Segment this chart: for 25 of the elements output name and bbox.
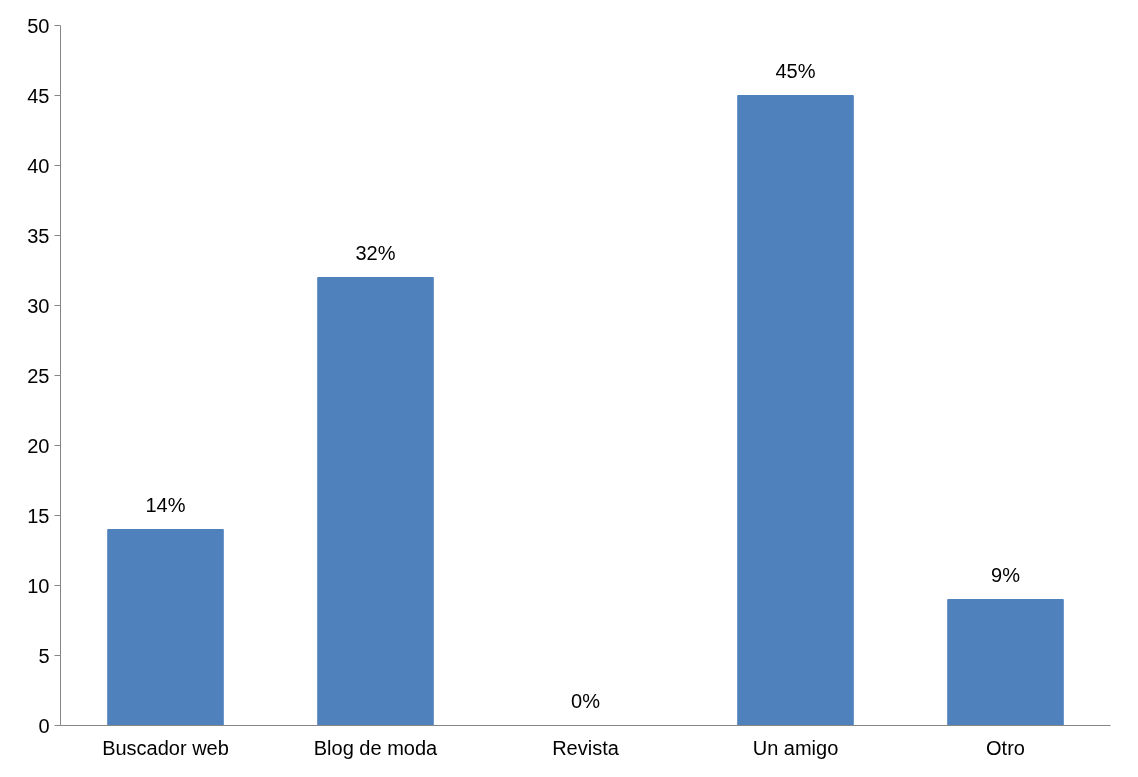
bar <box>737 95 854 726</box>
data-label: 9% <box>991 563 1021 586</box>
y-tick-label: 50 <box>27 14 50 37</box>
data-label: 14% <box>145 493 186 516</box>
y-tick-label: 25 <box>27 364 50 387</box>
y-tick-label: 10 <box>27 574 50 597</box>
data-label: 32% <box>355 241 396 264</box>
bar <box>317 277 434 726</box>
data-label: 45% <box>775 59 816 82</box>
y-tick-label: 0 <box>38 714 50 737</box>
y-tick-label: 45 <box>27 84 50 107</box>
y-tick-label: 20 <box>27 434 50 457</box>
x-tick-label: Blog de moda <box>313 736 439 759</box>
x-tick-label: Buscador web <box>102 736 229 759</box>
y-tick-label: 30 <box>27 294 50 317</box>
x-tick-label: Otro <box>986 736 1025 759</box>
x-tick-label: Un amigo <box>752 736 839 759</box>
y-tick-label: 15 <box>27 504 50 527</box>
y-tick-label: 35 <box>27 224 50 247</box>
x-tick-label: Revista <box>552 736 620 759</box>
bar <box>107 529 224 726</box>
y-tick-label: 5 <box>38 644 50 667</box>
data-label: 0% <box>571 689 601 712</box>
y-tick-label: 40 <box>27 154 50 177</box>
bar <box>947 599 1064 726</box>
